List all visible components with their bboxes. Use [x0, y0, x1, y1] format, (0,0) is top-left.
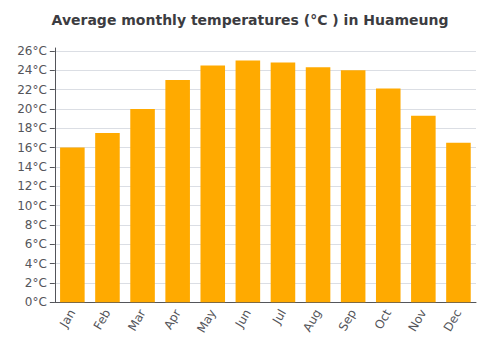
svg-text:Oct: Oct [372, 307, 395, 332]
svg-text:May: May [194, 307, 219, 335]
svg-text:Apr: Apr [161, 307, 184, 332]
svg-text:Jul: Jul [269, 307, 289, 327]
svg-text:6°C: 6°C [25, 237, 47, 251]
svg-text:4°C: 4°C [25, 257, 47, 271]
svg-text:24°C: 24°C [17, 63, 47, 77]
svg-text:12°C: 12°C [17, 179, 47, 193]
svg-text:Jun: Jun [232, 307, 254, 331]
svg-text:Aug: Aug [300, 307, 324, 334]
svg-text:2°C: 2°C [25, 276, 47, 290]
svg-text:Sep: Sep [336, 307, 359, 334]
svg-text:Average monthly temperatures (: Average monthly temperatures (°C ) in Hu… [52, 12, 449, 28]
svg-text:18°C: 18°C [17, 121, 47, 135]
svg-text:14°C: 14°C [17, 160, 47, 174]
svg-text:Jan: Jan [57, 307, 79, 331]
svg-text:Dec: Dec [441, 307, 465, 334]
svg-text:Nov: Nov [406, 307, 430, 334]
svg-text:0°C: 0°C [25, 295, 47, 309]
svg-text:Feb: Feb [91, 307, 114, 332]
svg-text:26°C: 26°C [17, 44, 47, 58]
svg-text:Mar: Mar [125, 307, 148, 334]
svg-text:8°C: 8°C [25, 218, 47, 232]
svg-text:20°C: 20°C [17, 102, 47, 116]
svg-text:16°C: 16°C [17, 141, 47, 155]
svg-text:22°C: 22°C [17, 83, 47, 97]
svg-text:10°C: 10°C [17, 199, 47, 213]
